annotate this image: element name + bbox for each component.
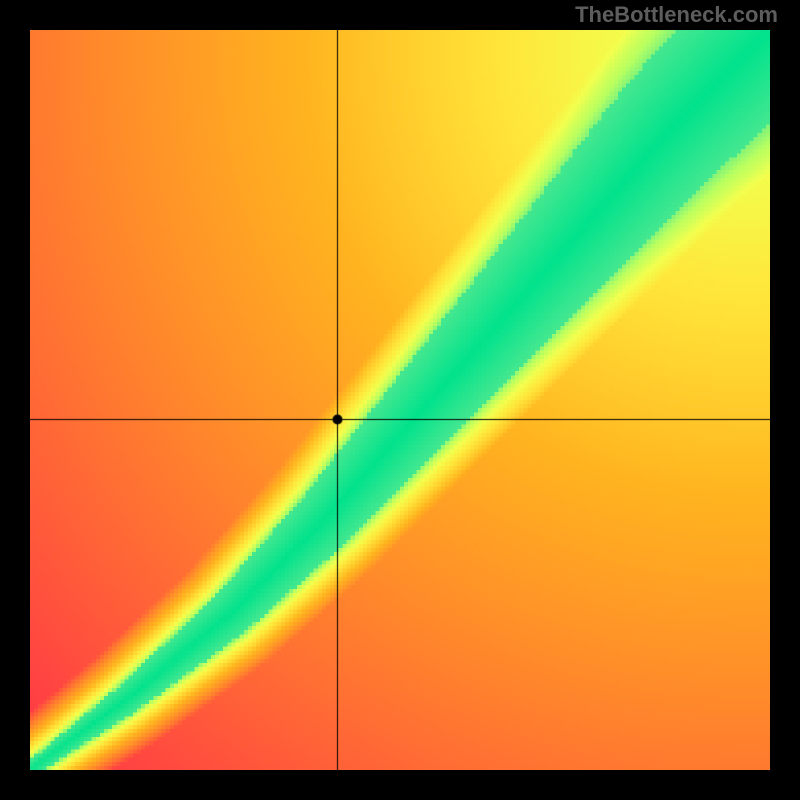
crosshair-overlay	[30, 30, 770, 770]
source-watermark: TheBottleneck.com	[575, 2, 778, 28]
